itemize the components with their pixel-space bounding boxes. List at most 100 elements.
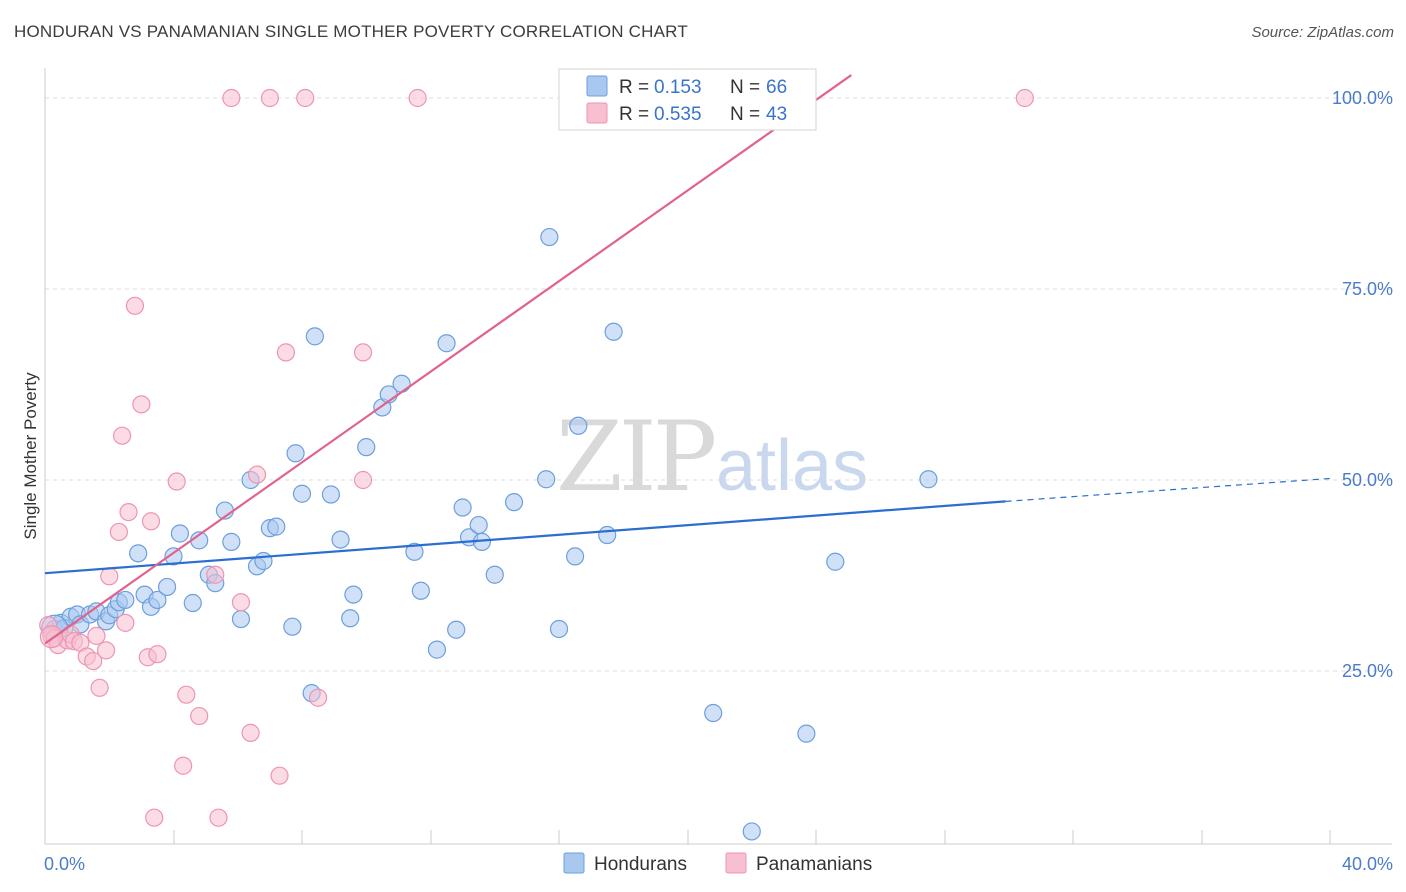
- panamanian-point: [90, 678, 109, 697]
- y-tick-label-2: 75.0%: [1342, 279, 1393, 299]
- panamanian-point: [174, 756, 193, 775]
- panamanian-point: [87, 626, 106, 645]
- honduran-point: [254, 551, 273, 571]
- chart-title: HONDURAN VS PANAMANIAN SINGLE MOTHER POV…: [14, 22, 688, 41]
- panamanian-point: [109, 522, 128, 542]
- panamanian-point: [112, 426, 132, 445]
- legend-box: R = 0.153 N = 66 R = 0.535 N = 43: [558, 68, 817, 131]
- honduran-point: [469, 515, 488, 535]
- honduran-point: [437, 334, 456, 353]
- panamanian-point: [270, 766, 289, 785]
- watermark-atlas: atlas: [716, 426, 868, 506]
- honduran-point: [157, 577, 177, 597]
- panamanian-point: [100, 567, 119, 586]
- honduran-point: [447, 620, 466, 639]
- panamanian-point: [276, 343, 296, 362]
- panamanian-point: [119, 502, 138, 522]
- grid: [45, 97, 1392, 672]
- panamanian-point: [132, 395, 151, 414]
- honduran-point: [537, 470, 556, 489]
- panamanian-point: [167, 472, 186, 491]
- hondurans-points: [41, 227, 938, 841]
- hondurans-trend-extension: [1005, 477, 1331, 502]
- legend-n-value-hondurans: 66: [766, 77, 787, 98]
- honduran-point: [129, 544, 148, 563]
- legend-n-value-panamanians: 43: [766, 104, 787, 125]
- panamanian-point: [116, 613, 135, 632]
- honduran-point: [797, 724, 816, 743]
- honduran-point: [292, 484, 312, 503]
- honduran-point: [183, 593, 202, 613]
- honduran-point: [504, 493, 524, 512]
- y-tick-labels: 25.0% 50.0% 75.0% 100.0%: [1332, 88, 1393, 681]
- legend-swatch-hondurans: [586, 75, 608, 97]
- trend-lines: [44, 74, 1331, 645]
- x-tick-labels: 0.0% 40.0%: [44, 854, 1393, 874]
- honduran-point: [267, 517, 286, 536]
- honduran-point: [598, 525, 617, 545]
- honduran-point: [604, 322, 623, 341]
- y-tick-label-1: 50.0%: [1342, 470, 1393, 490]
- honduran-point: [286, 444, 305, 463]
- honduran-point: [222, 532, 241, 551]
- panamanian-point: [84, 651, 103, 671]
- bottom-legend-hondurans: Hondurans: [594, 854, 687, 875]
- panamanian-point: [247, 465, 267, 484]
- panamanian-point: [260, 88, 279, 108]
- honduran-point: [283, 617, 302, 636]
- honduran-point: [344, 585, 363, 604]
- x-tick-label-min: 0.0%: [44, 854, 85, 874]
- honduran-point: [231, 609, 251, 629]
- honduran-point: [742, 822, 761, 841]
- honduran-point: [919, 470, 938, 489]
- honduran-point: [170, 524, 190, 543]
- legend-r-label-hondurans: R =: [619, 77, 649, 98]
- bottom-legend-swatch-hondurans: [563, 852, 585, 874]
- honduran-point: [305, 327, 324, 346]
- panamanian-cluster-point: [39, 625, 64, 649]
- panamanian-point: [408, 88, 427, 108]
- y-tick-label-3: 100.0%: [1332, 88, 1393, 108]
- panamanian-point: [296, 88, 315, 108]
- honduran-point: [405, 542, 424, 561]
- honduran-point: [549, 619, 569, 639]
- honduran-point: [341, 609, 360, 628]
- panamanian-point: [353, 470, 373, 490]
- panamanian-point: [141, 512, 161, 531]
- hondurans-trend-line: [44, 500, 1006, 575]
- panamanian-point: [148, 645, 167, 664]
- honduran-point: [565, 547, 585, 566]
- panamanian-point: [231, 593, 251, 612]
- source-label: Source: ZipAtlas.com: [1251, 24, 1394, 41]
- panamanian-point: [209, 808, 228, 827]
- honduran-point: [148, 590, 167, 610]
- panamanian-point: [96, 641, 116, 660]
- axes: [44, 68, 1392, 845]
- y-tick-label-0: 25.0%: [1342, 661, 1393, 681]
- panamanians-points: [39, 88, 1034, 827]
- panamanian-point: [353, 343, 373, 362]
- legend-r-label-panamanians: R =: [619, 104, 649, 125]
- honduran-point: [357, 438, 376, 457]
- honduran-point: [392, 374, 411, 393]
- panamanian-point: [222, 88, 241, 108]
- panamanians-trend-line: [44, 74, 852, 645]
- legend-n-label-panamanians: N =: [730, 104, 760, 125]
- honduran-point: [411, 581, 430, 600]
- panamanian-point: [125, 296, 145, 315]
- legend-swatch-panamanians: [586, 102, 608, 124]
- x-tick-label-max: 40.0%: [1342, 854, 1393, 874]
- panamanian-point: [241, 723, 260, 742]
- panamanian-point: [145, 808, 164, 827]
- honduran-point: [485, 565, 504, 584]
- honduran-point: [321, 485, 341, 504]
- legend-n-label-hondurans: N =: [730, 77, 760, 98]
- honduran-point: [427, 640, 447, 659]
- bottom-legend-swatch-panamanians: [725, 852, 747, 874]
- panamanian-point: [1015, 88, 1034, 108]
- legend-r-value-panamanians: 0.535: [654, 104, 702, 125]
- bottom-legend-panamanians: Panamanians: [756, 854, 872, 875]
- bottom-legend: Hondurans Panamanians: [563, 852, 872, 875]
- honduran-point: [453, 498, 472, 517]
